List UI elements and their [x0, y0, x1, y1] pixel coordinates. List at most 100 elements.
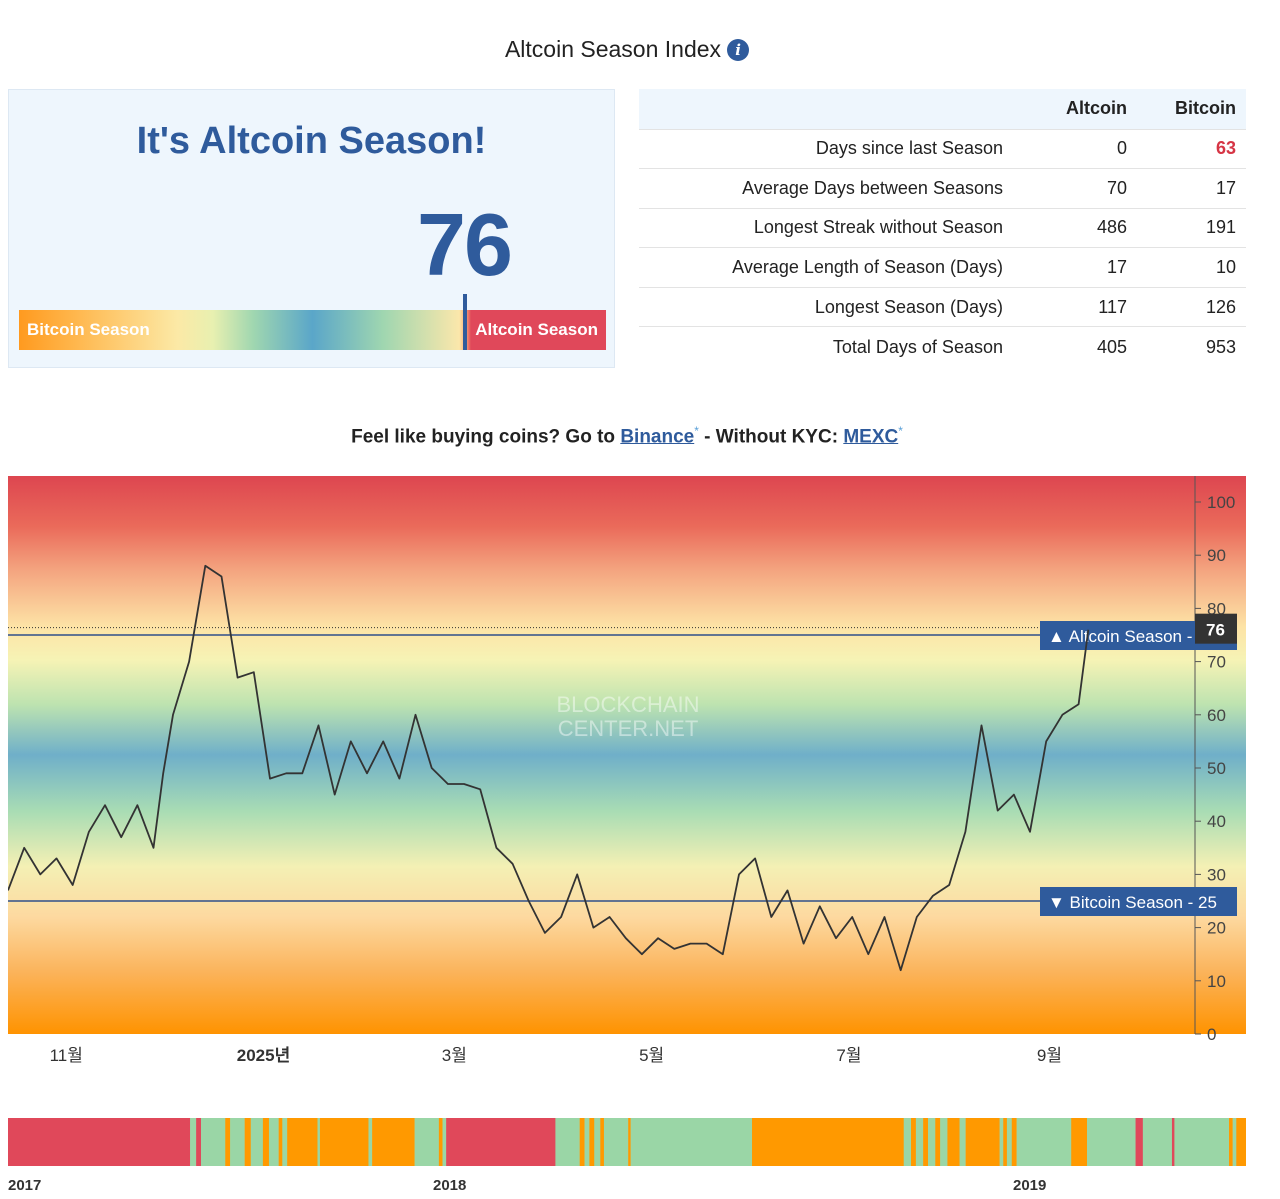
history-segment [442, 1118, 447, 1166]
history-segment [903, 1118, 912, 1166]
stats-cell-label: Average Length of Season (Days) [639, 247, 1029, 288]
y-tick-label: 100 [1207, 493, 1235, 512]
history-segment [628, 1118, 631, 1166]
history-segment [1135, 1118, 1144, 1166]
chart-background [8, 476, 1246, 1034]
stats-row: Longest Streak without Season 486 191 [639, 207, 1246, 248]
current-value-label: 76 [1206, 621, 1225, 640]
history-segment [1236, 1118, 1246, 1166]
history-segment [230, 1118, 245, 1166]
altcoin-index-line [8, 564, 1090, 972]
y-tick-label: 10 [1207, 972, 1226, 991]
history-segment [935, 1118, 941, 1166]
x-tick-label: 9월 [1037, 1046, 1062, 1065]
history-segment [1087, 1118, 1136, 1166]
stats-cell-label: Longest Streak without Season [639, 207, 1029, 248]
history-segment [1016, 1118, 1072, 1166]
stats-row: Average Length of Season (Days) 17 10 [639, 247, 1246, 288]
history-segment [1142, 1118, 1173, 1166]
season-panel: It's Altcoin Season! 76 Bitcoin Season A… [8, 89, 615, 368]
x-tick-label: 2025년 [237, 1046, 290, 1065]
y-tick-label: 30 [1207, 865, 1226, 884]
history-segment [1071, 1118, 1088, 1166]
history-segment [947, 1118, 960, 1166]
history-segment [589, 1118, 595, 1166]
history-segment [584, 1118, 590, 1166]
history-segment [368, 1118, 373, 1166]
stats-cell-bitcoin: 63 [1137, 128, 1246, 169]
stats-header-altcoin: Altcoin [1029, 89, 1137, 129]
history-segment [438, 1118, 443, 1166]
page-title: Altcoin Season Index i [0, 36, 1254, 63]
y-tick-label: 20 [1207, 919, 1226, 938]
stats-cell-bitcoin: 10 [1137, 247, 1246, 288]
history-year-label: 2019 [1013, 1177, 1046, 1194]
stats-cell-altcoin: 117 [1029, 286, 1137, 327]
history-segment [225, 1118, 231, 1166]
history-segment [1006, 1118, 1013, 1166]
watermark-line: BLOCKCHAIN [556, 692, 699, 717]
gauge-marker [463, 294, 468, 350]
history-segment [196, 1118, 202, 1166]
history-segment [372, 1118, 415, 1166]
stats-cell-label: Total Days of Season [639, 326, 1029, 367]
season-history-bar: 2017 2018 2019 [8, 1118, 1246, 1194]
history-segment [928, 1118, 936, 1166]
promo-line: Feel like buying coins? Go to Binance* -… [0, 424, 1254, 448]
history-segment [752, 1118, 905, 1166]
stats-cell-altcoin: 405 [1029, 326, 1137, 367]
history-segment [282, 1118, 288, 1166]
history-segment [414, 1118, 440, 1166]
x-tick-label: 5월 [639, 1046, 664, 1065]
stats-cell-label: Days since last Season [639, 128, 1029, 169]
stats-cell-label: Longest Season (Days) [639, 286, 1029, 327]
stats-header-row: Altcoin Bitcoin [639, 89, 1246, 129]
history-segment [8, 1118, 191, 1166]
history-segment [1003, 1118, 1008, 1166]
x-tick-label: 11월 [50, 1046, 83, 1065]
binance-link[interactable]: Binance [620, 426, 695, 448]
info-icon[interactable]: i [727, 39, 750, 61]
history-segment [1174, 1118, 1230, 1166]
history-segment [278, 1118, 283, 1166]
mexc-star: * [898, 424, 903, 438]
page-title-text: Altcoin Season Index [504, 36, 722, 62]
history-segment [603, 1118, 629, 1166]
history-segment [965, 1118, 1000, 1166]
history-segment [268, 1118, 279, 1166]
stats-row: Total Days of Season 405 953 [639, 326, 1246, 367]
history-segment [287, 1118, 318, 1166]
y-tick-label: 80 [1207, 599, 1226, 618]
history-segment [555, 1118, 580, 1166]
current-value-badge [1195, 613, 1237, 644]
x-tick-label: 3월 [442, 1046, 467, 1065]
stats-header-label [639, 89, 1029, 129]
history-segment [1011, 1118, 1017, 1166]
mexc-link[interactable]: MEXC [843, 426, 899, 448]
season-index-value: 76 [417, 195, 513, 294]
stats-row: Longest Season (Days) 117 126 [639, 286, 1246, 327]
history-segment [911, 1118, 917, 1166]
promo-middle: - Without KYC: [698, 426, 844, 448]
history-segment [959, 1118, 966, 1166]
history-segment [244, 1118, 252, 1166]
history-segment [940, 1118, 948, 1166]
gauge-label-bitcoin: Bitcoin Season [27, 320, 150, 339]
history-year-label: 2018 [433, 1177, 466, 1194]
history-segment [190, 1118, 197, 1166]
stats-cell-altcoin: 486 [1029, 207, 1137, 248]
history-segment [446, 1118, 556, 1166]
history-segment [250, 1118, 264, 1166]
threshold-label: ▼ Bitcoin Season - 25 [1048, 893, 1217, 912]
stats-row: Days since last Season 0 63 [639, 128, 1246, 169]
stats-cell-altcoin: 70 [1029, 168, 1137, 209]
history-segment [594, 1118, 601, 1166]
stats-cell-bitcoin: 126 [1137, 286, 1246, 327]
history-segment [923, 1118, 929, 1166]
stats-cell-label: Average Days between Seasons [639, 168, 1029, 209]
history-segment [1229, 1118, 1233, 1166]
stats-cell-altcoin: 0 [1029, 128, 1137, 169]
altcoin-index-chart[interactable]: BLOCKCHAIN CENTER.NET 0 10 20 30 40 50 60 70 80 90 1… [8, 476, 1246, 1070]
history-segment [200, 1118, 226, 1166]
stats-row: Average Days between Seasons 70 17 [639, 168, 1246, 209]
